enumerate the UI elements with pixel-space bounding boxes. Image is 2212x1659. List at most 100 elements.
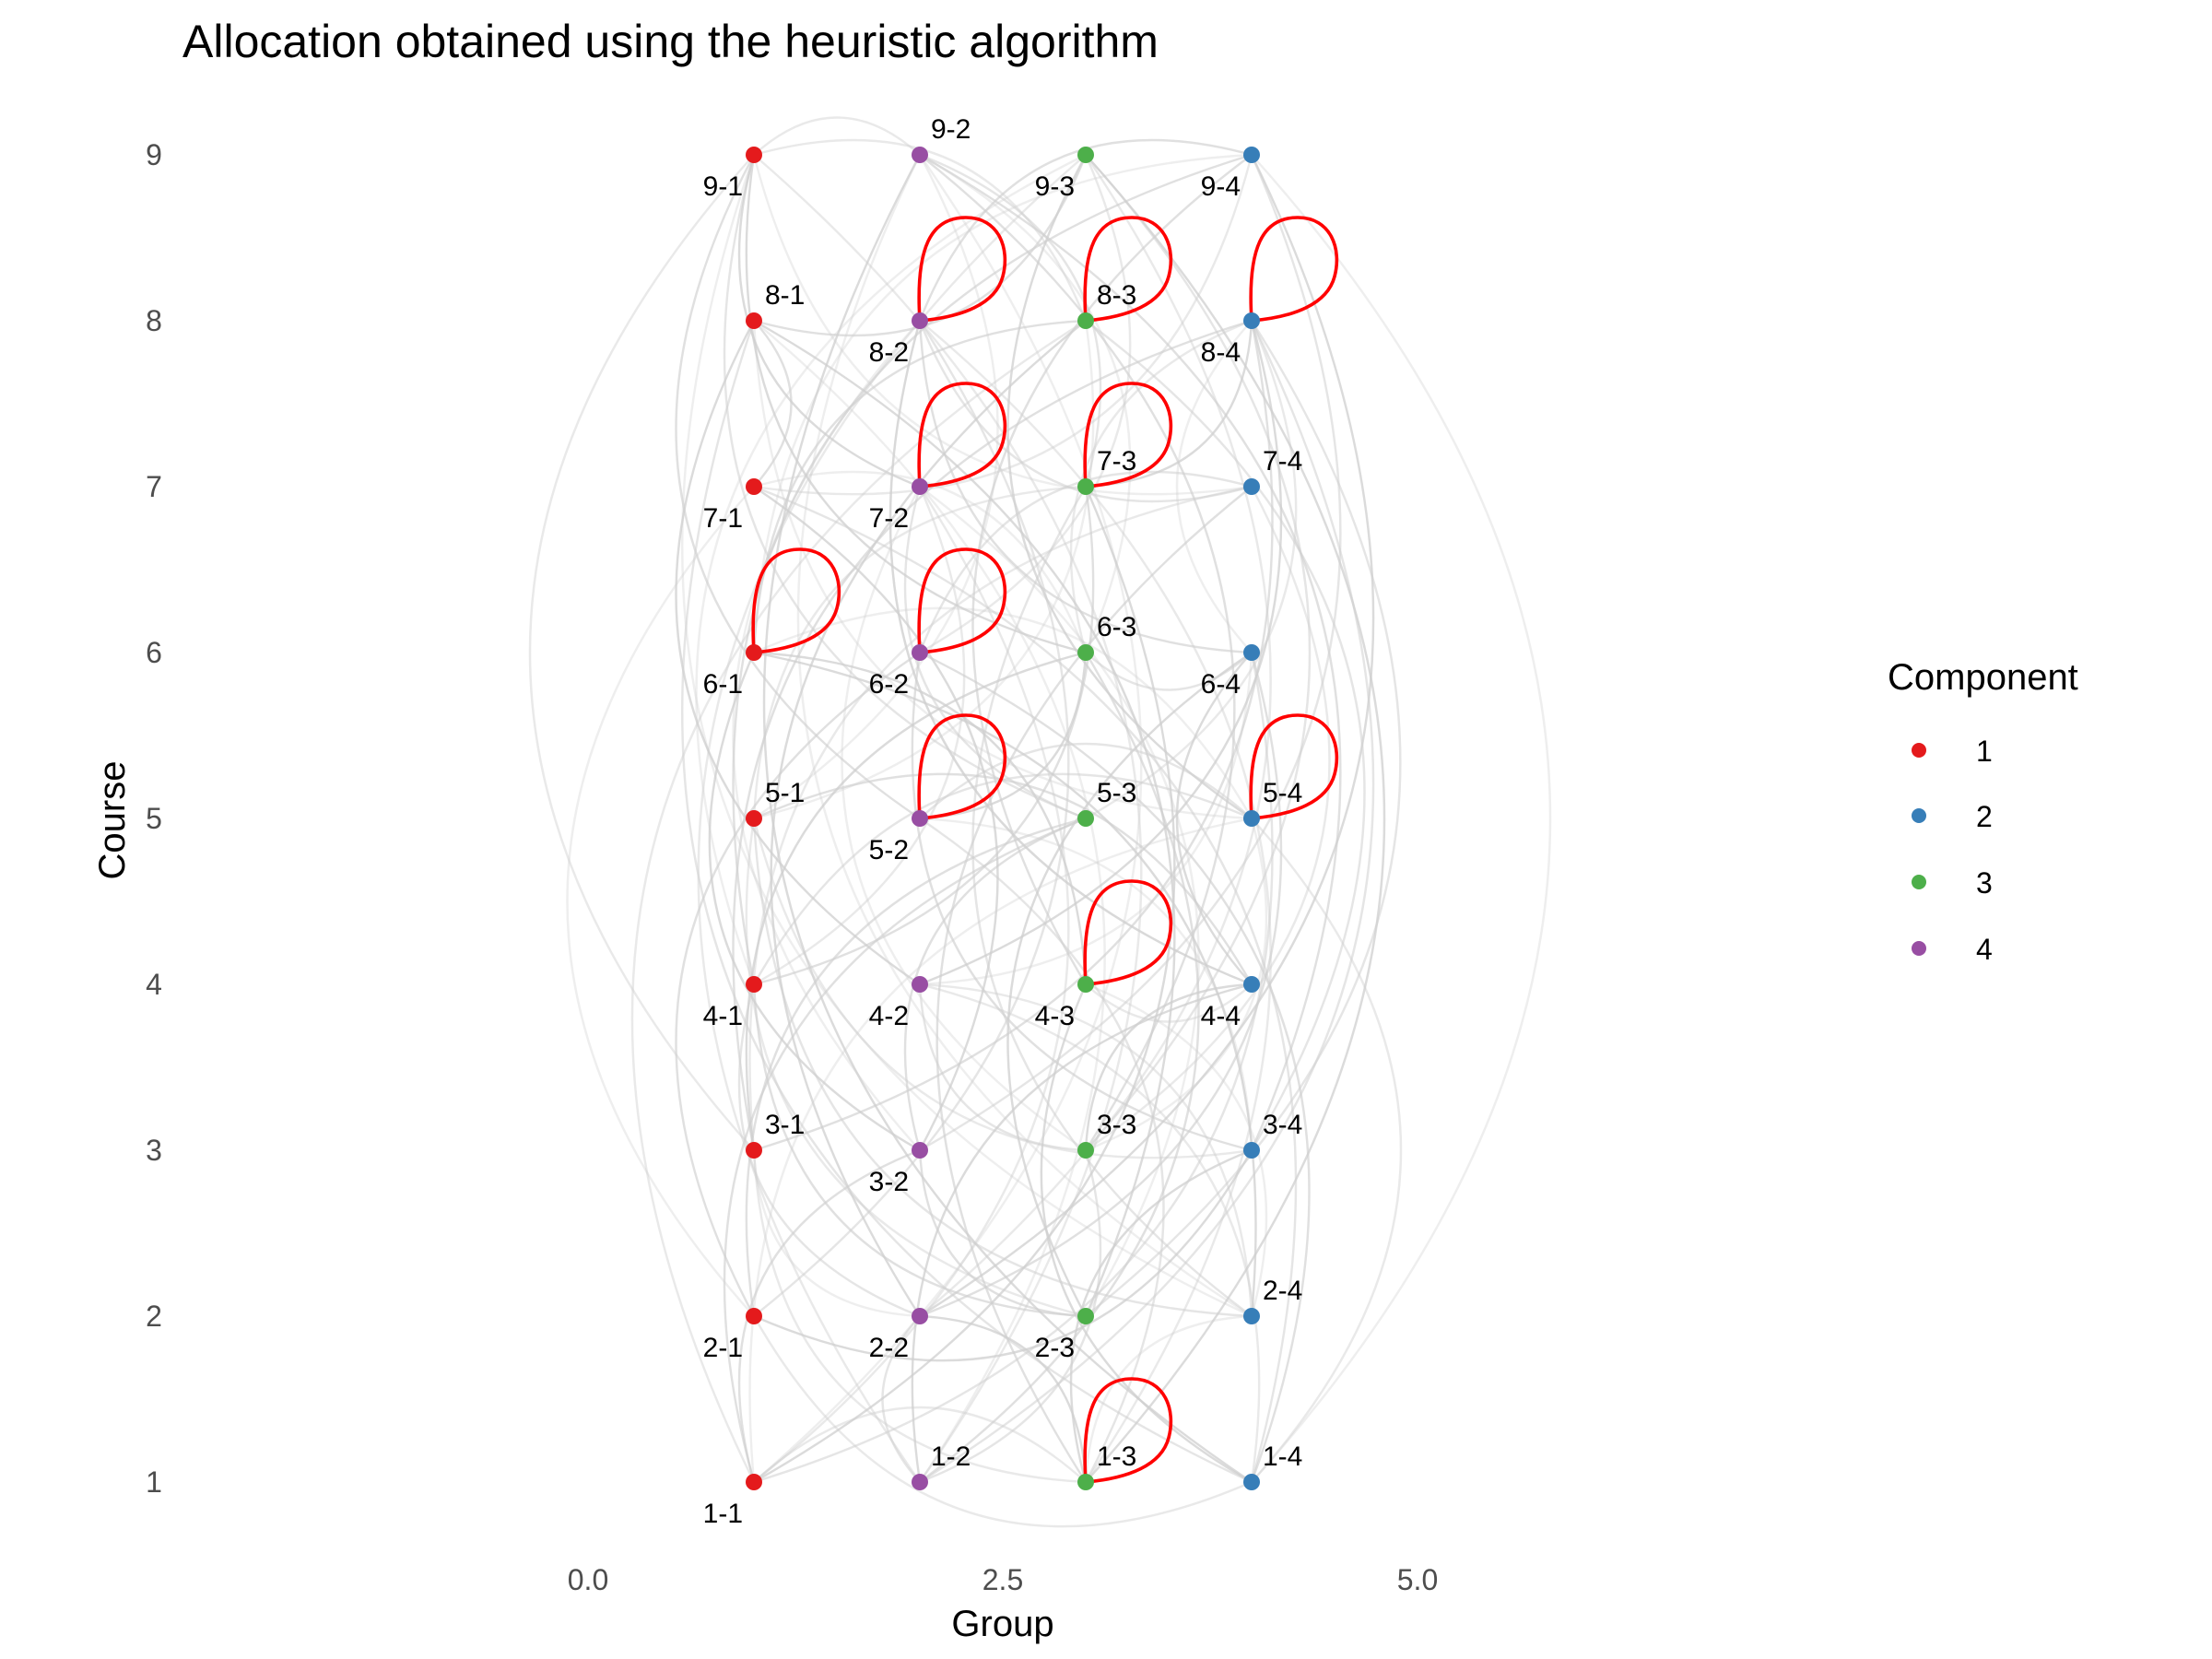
self-loop [1083, 216, 1173, 323]
data-point [1077, 1308, 1094, 1324]
edge-arc [753, 485, 1298, 1483]
data-point [1243, 478, 1260, 495]
edge-arc [708, 652, 921, 1152]
legend: Component 1 2 3 4 [1888, 657, 2078, 966]
edge-arc [753, 486, 1070, 1483]
data-point [1243, 147, 1260, 163]
point-label: 9-3 [1035, 171, 1075, 202]
data-point [912, 1142, 928, 1159]
point-label: 6-3 [1097, 612, 1136, 642]
edge-arc [919, 153, 1342, 1151]
edge-arc [1175, 320, 1253, 653]
edge-arc [753, 1149, 1253, 1362]
edge-arc [919, 154, 1132, 654]
edge-arc [528, 154, 755, 1151]
edge-arc [752, 818, 1253, 1318]
data-point [912, 478, 928, 495]
edge-arc [752, 153, 1253, 653]
data-point [1243, 810, 1260, 827]
data-point [746, 478, 762, 495]
self-loop [751, 547, 841, 654]
y-tick-label: 8 [146, 304, 162, 337]
y-tick-label: 3 [146, 1134, 162, 1167]
point-label: 7-3 [1097, 446, 1136, 477]
self-loop [917, 713, 1007, 820]
edge-arc [919, 817, 1253, 1151]
edge-arc [753, 320, 793, 488]
edge-arc [752, 772, 1253, 985]
data-point [1243, 976, 1260, 993]
point-label: 1-2 [931, 1441, 971, 1472]
data-point [912, 810, 928, 827]
point-label: 5-2 [869, 835, 909, 865]
legend-label: 4 [1976, 933, 1993, 966]
data-point [746, 312, 762, 329]
data-point [1077, 478, 1094, 495]
data-point [1077, 976, 1094, 993]
data-point [1077, 312, 1094, 329]
data-point [746, 644, 762, 661]
edge-arc [753, 320, 1106, 1483]
edge-arc [841, 486, 1087, 1151]
edges-layer [528, 116, 1552, 1528]
legend-item: 2 [1912, 800, 1993, 833]
edge-arc [1040, 983, 1253, 1484]
edge-arc [919, 818, 1165, 1483]
point-label: 8-2 [869, 337, 909, 368]
data-point [1243, 644, 1260, 661]
edge-arc [1085, 982, 1268, 1317]
edge-arc [723, 817, 1087, 1483]
edge-arc [753, 606, 1253, 819]
legend-label: 2 [1976, 800, 1993, 833]
legend-item: 1 [1912, 735, 1993, 768]
edge-arc [1084, 1314, 1253, 1483]
edge-arc [919, 1149, 1102, 1484]
edge-arc [919, 1314, 1088, 1483]
edge-arc [753, 651, 1257, 1317]
edge-arc [919, 742, 1253, 819]
legend-key [1912, 743, 1926, 758]
edge-arc [753, 319, 1176, 1317]
self-loop [917, 547, 1007, 654]
data-point [746, 810, 762, 827]
point-label: 1-1 [703, 1499, 743, 1529]
edge-arc [881, 1315, 921, 1483]
edge-arc [753, 320, 1070, 1317]
y-tick-label: 4 [146, 968, 162, 1001]
edge-arc [753, 470, 1088, 653]
edge-arc [1085, 652, 1253, 691]
edge-arc [1085, 320, 1298, 820]
edge-arc [753, 486, 1176, 1484]
edge-arc [919, 154, 1342, 1152]
edge-arc [752, 320, 1253, 820]
edge-arc [1085, 486, 1331, 1151]
point-label: 4-1 [703, 1001, 743, 1031]
data-point [1077, 810, 1094, 827]
edge-arc [753, 116, 921, 156]
edge-arc [753, 320, 1274, 1152]
edge-arc [919, 154, 1272, 1317]
point-label: 6-4 [1201, 669, 1241, 700]
y-tick-label: 6 [146, 636, 162, 669]
point-label: 1-3 [1097, 1441, 1136, 1472]
data-point [912, 147, 928, 163]
data-point [912, 644, 928, 661]
edge-arc [745, 651, 1087, 1151]
edge-arc [675, 320, 921, 985]
data-point [1243, 1142, 1260, 1159]
edge-arc [753, 486, 1095, 986]
data-point [1077, 644, 1094, 661]
point-label: 7-4 [1263, 446, 1302, 477]
edge-arc [919, 486, 1200, 1317]
legend-item: 4 [1912, 933, 1993, 966]
edge-arc [675, 154, 921, 819]
point-label: 9-1 [703, 171, 743, 202]
data-point [912, 976, 928, 993]
point-label: 8-1 [765, 280, 805, 311]
point-label: 4-4 [1201, 1001, 1241, 1031]
edge-arc [903, 486, 1087, 820]
edge-arc [919, 320, 1375, 1484]
edge-arc [752, 1149, 921, 1318]
point-label: 2-4 [1263, 1276, 1302, 1306]
edge-arc [753, 486, 999, 1151]
